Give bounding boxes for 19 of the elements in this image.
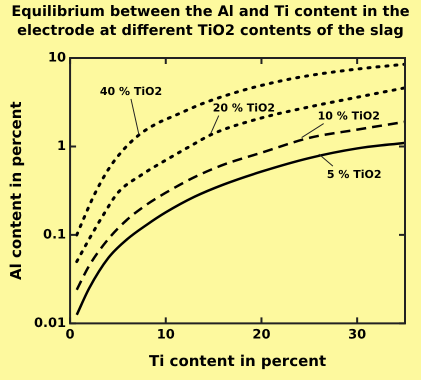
x-tick-label: 10 <box>156 328 175 343</box>
annotation: 10 % TiO2 <box>318 110 380 123</box>
annotation: 20 % TiO2 <box>212 102 276 115</box>
y-tick-label: 1 <box>57 138 66 154</box>
y-tick-label: 10 <box>48 50 66 66</box>
line-series <box>75 62 405 236</box>
x-tick-label: 0 <box>66 328 75 343</box>
x-tick-label: 30 <box>348 328 366 343</box>
chart-title: Equilibrium between the Al and Ti content in the electrode at different TiO2 contents of the slag <box>10 3 410 41</box>
annotation: 5 % TiO2 <box>326 168 382 182</box>
y-tick-label: 0.01 <box>34 316 66 331</box>
annotation: 40 % TiO2 <box>100 84 162 98</box>
line-series <box>76 120 405 292</box>
x-axis-title: Ti content in percent <box>148 352 326 370</box>
y-tick-label: 0.1 <box>43 227 66 242</box>
line-series <box>76 142 405 316</box>
line-series <box>75 86 405 264</box>
x-tick-label: 20 <box>252 328 271 343</box>
y-axis-title: Al content in percent <box>6 101 25 280</box>
